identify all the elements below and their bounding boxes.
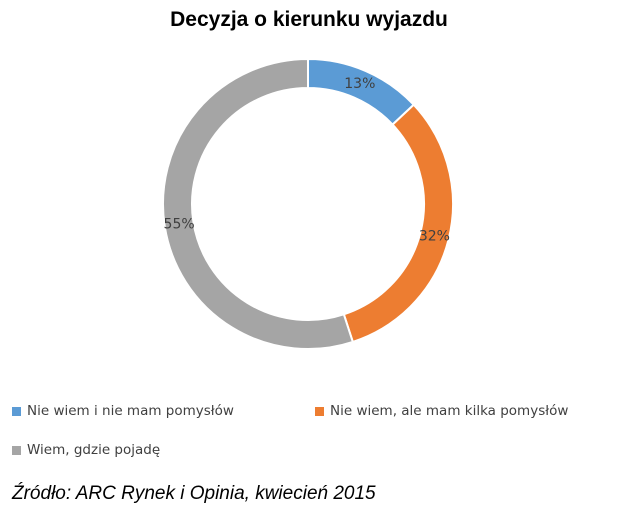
- slice-value-label: 32%: [419, 228, 450, 244]
- chart-title: Decyzja o kierunku wyjazdu: [170, 8, 448, 31]
- slice-value-label: 55%: [164, 216, 195, 232]
- source-note: Źródło: ARC Rynek i Opinia, kwiecień 201…: [12, 483, 376, 504]
- slice-value-label: 13%: [344, 76, 375, 92]
- slice-some-ideas: [342, 103, 454, 344]
- donut-chart: 13% 32% 55%: [162, 57, 454, 350]
- slice-know: [162, 57, 355, 350]
